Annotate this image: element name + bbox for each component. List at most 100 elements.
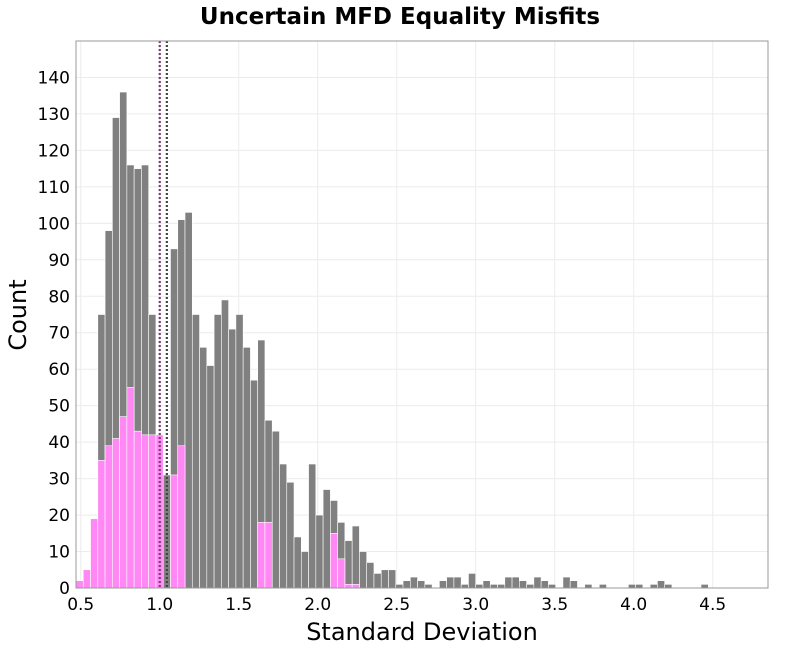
- bar-total: [162, 474, 171, 589]
- bar-subset: [337, 558, 346, 589]
- y-axis-ticks: 0 10 20 30 40 50 60 70 80 90 100 110 120 130 140: [38, 68, 70, 599]
- bar-total: [598, 584, 607, 589]
- bar-total: [504, 576, 513, 589]
- bar-total: [206, 365, 215, 589]
- y-tick-label: 100: [38, 214, 70, 234]
- bar-total: [635, 584, 644, 589]
- bar-subset: [104, 445, 113, 589]
- bar-total: [700, 584, 709, 589]
- y-tick-label: 50: [48, 397, 70, 417]
- bar-subset: [344, 584, 353, 589]
- bar-subset: [141, 434, 149, 589]
- bar-total: [184, 212, 193, 589]
- x-tick-label: 4.0: [620, 595, 647, 615]
- y-tick-label: 90: [48, 251, 70, 271]
- y-tick-label: 10: [48, 543, 70, 563]
- x-tick-label: 4.5: [699, 595, 726, 615]
- bar-total: [519, 580, 527, 589]
- x-tick-label: 3.5: [541, 595, 568, 615]
- bar-subset: [75, 580, 84, 589]
- bar-total: [657, 580, 665, 589]
- bars: [75, 91, 709, 589]
- bar-subset: [126, 387, 135, 589]
- bar-total: [489, 584, 498, 589]
- bar-subset: [177, 445, 186, 589]
- x-tick-label: 2.0: [304, 595, 331, 615]
- y-tick-label: 130: [38, 105, 70, 125]
- bar-total: [279, 463, 288, 589]
- bar-total: [308, 463, 317, 589]
- bar-total: [569, 580, 578, 589]
- x-tick-label: 1.5: [225, 595, 252, 615]
- y-tick-label: 40: [48, 433, 70, 453]
- bar-total: [228, 328, 237, 589]
- bar-total: [526, 584, 535, 589]
- bar-subset: [133, 430, 142, 589]
- reference-lines: [158, 41, 168, 588]
- x-axis-ticks: 0.5 1.0 1.5 2.0 2.5 3.0 3.5 4.0 4.5: [67, 595, 726, 615]
- bar-total: [271, 430, 280, 589]
- bar-total: [250, 379, 258, 589]
- bar-total: [221, 299, 229, 589]
- bar-total: [628, 584, 636, 589]
- bar-total: [562, 576, 571, 589]
- bar-total: [191, 314, 200, 589]
- bar-total: [468, 573, 477, 589]
- bar-total: [460, 584, 469, 589]
- y-tick-label: 70: [48, 324, 70, 344]
- bar-subset: [82, 569, 91, 589]
- bar-total: [366, 562, 375, 589]
- bar-total: [446, 576, 455, 589]
- bar-total: [359, 551, 368, 589]
- bar-total: [649, 584, 658, 589]
- bar-total: [410, 576, 418, 589]
- bar-subset: [97, 460, 106, 589]
- bar-total: [540, 580, 549, 589]
- bar-total: [664, 584, 673, 589]
- bar-total: [199, 347, 208, 589]
- bar-total: [380, 569, 389, 589]
- y-tick-label: 60: [48, 360, 70, 380]
- bar-total: [482, 580, 491, 589]
- bar-total: [242, 347, 251, 589]
- bar-total: [402, 580, 411, 589]
- bar-total: [293, 536, 302, 589]
- y-axis-label: Count: [4, 279, 32, 350]
- plot-frame: [75, 40, 769, 589]
- bar-total: [439, 580, 447, 589]
- y-tick-label: 0: [59, 579, 70, 599]
- bar-total: [373, 573, 382, 589]
- bar-total: [315, 514, 324, 589]
- bar-total: [533, 576, 542, 589]
- y-tick-label: 80: [48, 287, 70, 307]
- bar-total: [453, 576, 462, 589]
- x-tick-label: 0.5: [67, 595, 94, 615]
- bar-subset: [148, 434, 157, 589]
- bar-total: [511, 576, 520, 589]
- bar-subset: [170, 474, 179, 589]
- bar-total: [475, 584, 484, 589]
- x-tick-label: 3.0: [462, 595, 489, 615]
- y-tick-label: 140: [38, 68, 70, 88]
- y-tick-label: 120: [38, 141, 70, 161]
- x-tick-label: 2.5: [383, 595, 410, 615]
- bar-subset: [351, 584, 360, 589]
- bar-total: [417, 580, 426, 589]
- bar-total: [548, 584, 556, 589]
- bar-subset: [90, 518, 99, 589]
- bar-subset: [257, 522, 266, 589]
- x-axis-label: Standard Deviation: [306, 618, 538, 646]
- y-tick-label: 110: [38, 178, 70, 198]
- bar-total: [300, 551, 309, 589]
- bar-total: [322, 489, 331, 589]
- bar-total: [497, 584, 506, 589]
- bar-subset: [112, 438, 120, 589]
- y-tick-label: 20: [48, 506, 70, 526]
- bar-total: [424, 584, 433, 589]
- bar-total: [344, 540, 353, 589]
- bar-total: [388, 569, 397, 589]
- chart-title: Uncertain MFD Equality Misfits: [200, 4, 600, 30]
- y-tick-label: 30: [48, 470, 70, 490]
- bar-subset: [330, 532, 338, 589]
